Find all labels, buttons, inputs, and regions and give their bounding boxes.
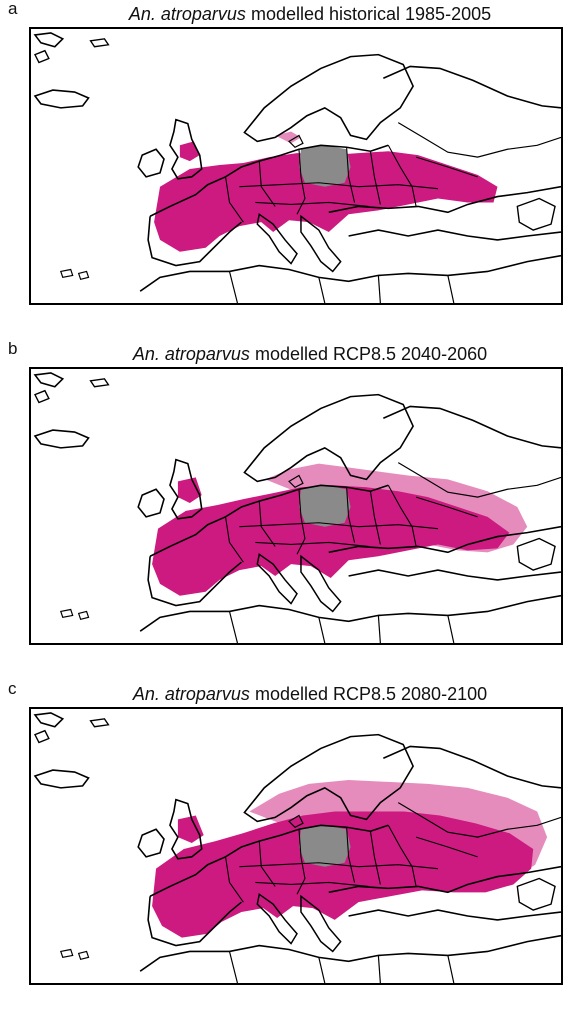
europe-map [29,707,563,985]
species-name: An. atroparvus [128,4,246,24]
species-name: An. atroparvus [132,344,250,364]
panel-subtitle: modelled RCP8.5 2040-2060 [254,344,488,364]
panel-letter: c [8,679,17,698]
panel-letter: a [8,0,18,18]
species-name: An. atroparvus [132,684,250,704]
panel-subtitle: modelled historical 1985-2005 [250,4,492,24]
map-panel-a: a An. atroparvus modelled historical 198… [0,0,576,330]
europe-map [29,27,563,305]
suitable-range-area [152,779,548,938]
map-svg [34,372,561,643]
panel-title: An. atroparvus modelled historical 1985-… [60,4,560,24]
panel-title: An. atroparvus modelled RCP8.5 2080-2100 [60,684,560,704]
map-panel-b: b An. atroparvus modelled RCP8.5 2040-20… [0,340,576,670]
masked-country [298,485,351,527]
masked-country [298,825,351,867]
panel-subtitle: modelled RCP8.5 2080-2100 [254,684,488,704]
map-svg [34,32,561,303]
masked-country [298,145,351,187]
map-svg [34,712,561,983]
panel-letter: b [8,339,18,358]
map-panel-c: c An. atroparvus modelled RCP8.5 2080-21… [0,680,576,1010]
panel-title: An. atroparvus modelled RCP8.5 2040-2060 [60,344,560,364]
europe-map [29,367,563,645]
